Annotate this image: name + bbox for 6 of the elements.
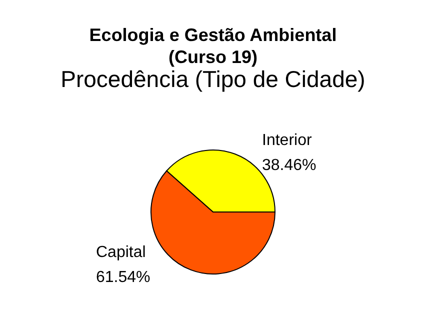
slice-label: Interior [262, 132, 312, 149]
data-label: 38.46% [262, 157, 316, 174]
slice-label: Capital [96, 244, 146, 261]
chart-title: Ecologia e Gestão Ambiental (Curso 19) [89, 25, 337, 67]
chart-subtitle: Procedência (Tipo de Cidade) [60, 66, 366, 92]
data-label: 61.54% [96, 269, 150, 286]
